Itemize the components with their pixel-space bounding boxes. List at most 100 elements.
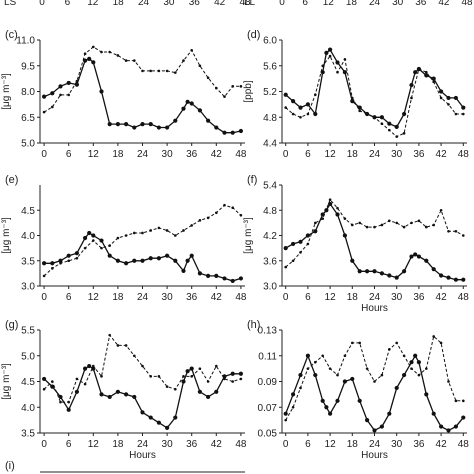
x-axis-label: Hours — [361, 450, 388, 461]
y-axis-label: [μg m⁻³] — [1, 217, 12, 254]
x-tick-label: 30 — [162, 439, 174, 450]
data-point — [409, 360, 414, 365]
top-hour-label: 30 — [392, 0, 404, 8]
data-point — [231, 380, 234, 383]
panel-label-i: (i) — [5, 460, 15, 472]
data-point — [306, 112, 310, 116]
data-point — [87, 230, 92, 236]
data-point — [165, 125, 170, 130]
data-point — [50, 384, 55, 389]
data-point — [124, 234, 128, 237]
data-point — [42, 274, 46, 278]
data-point — [148, 415, 153, 420]
data-point — [461, 415, 466, 420]
data-point — [132, 258, 137, 263]
data-point — [439, 424, 444, 429]
data-point — [42, 94, 47, 99]
x-tick-label: 42 — [436, 439, 448, 450]
data-point — [206, 380, 210, 383]
data-point — [357, 398, 362, 403]
data-point — [100, 50, 103, 54]
x-tick-label: 0 — [283, 292, 289, 303]
data-point — [413, 353, 418, 358]
data-point — [372, 269, 377, 274]
data-point — [298, 239, 303, 244]
data-point — [185, 258, 190, 263]
x-tick-label: 48 — [458, 439, 470, 450]
panel-d: 4.4 4.8 5.2 5.6 6.0 0 6 12 18 24 30 36 42 48 (d) [ppb] — [243, 29, 469, 160]
data-point — [417, 67, 421, 71]
data-point — [91, 60, 96, 65]
data-point — [75, 256, 79, 260]
data-point — [402, 111, 407, 117]
data-point — [107, 253, 112, 258]
data-point — [461, 277, 466, 282]
data-point — [133, 231, 136, 235]
x-tick-label: 12 — [325, 149, 337, 160]
x-tick-label: 24 — [369, 292, 381, 303]
x-tick-label: 6 — [66, 149, 72, 160]
y-tick-label: 3.0 — [263, 282, 277, 293]
data-point — [439, 341, 443, 345]
y-tick-label: 0.13 — [258, 326, 278, 337]
x-tick-label: 6 — [66, 292, 72, 303]
y-axis-label: [μg m⁻³] — [1, 73, 12, 110]
data-point — [328, 411, 333, 416]
data-point — [343, 58, 347, 61]
data-point — [283, 411, 288, 416]
data-point — [314, 93, 317, 97]
data-point — [50, 261, 55, 266]
data-point — [189, 101, 194, 106]
data-point — [388, 219, 391, 223]
data-point — [410, 221, 413, 225]
data-point — [402, 132, 406, 135]
top-hour-label: 30 — [163, 0, 175, 8]
data-point — [446, 275, 451, 280]
data-point — [328, 198, 332, 202]
data-point — [447, 103, 450, 106]
data-point — [416, 254, 421, 259]
data-point — [83, 366, 88, 371]
data-point — [223, 377, 226, 381]
data-point — [182, 229, 185, 232]
x-tick-label: 18 — [112, 439, 124, 450]
data-point — [417, 373, 421, 377]
data-point — [185, 99, 190, 104]
data-point — [402, 225, 406, 229]
data-point — [92, 239, 95, 242]
panel-label: (h) — [247, 319, 260, 331]
y-tick-label: 6.5 — [21, 113, 35, 124]
data-point — [190, 375, 193, 378]
data-point — [230, 278, 235, 284]
data-point — [320, 398, 325, 403]
data-point — [425, 225, 428, 229]
data-point — [230, 130, 235, 135]
data-point — [439, 273, 444, 278]
data-point — [432, 80, 436, 84]
x-tick-label: 36 — [413, 149, 425, 160]
data-point — [394, 124, 399, 130]
panel-label: (g) — [5, 319, 18, 331]
y-tick-label: 3.5 — [21, 429, 35, 440]
data-point — [431, 76, 436, 81]
data-point — [324, 50, 329, 55]
series-line — [43, 365, 241, 429]
data-point — [439, 96, 443, 100]
data-point — [462, 112, 465, 116]
data-point — [365, 418, 370, 423]
data-point — [50, 91, 55, 96]
series-solid — [283, 201, 466, 282]
data-point — [115, 258, 120, 263]
data-point — [58, 258, 63, 263]
panels: 5.0 6.5 8.0 9.5 11.0 0 6 12 18 24 30 36 42 48 (c) [μg m… — [1, 29, 469, 461]
data-point — [284, 106, 288, 109]
data-point — [206, 273, 211, 278]
top-hour-label: 18 — [113, 0, 125, 8]
data-point — [165, 385, 169, 388]
data-point — [230, 371, 235, 376]
data-point — [305, 353, 310, 358]
data-point — [454, 112, 458, 116]
data-point — [215, 86, 218, 90]
data-point — [157, 69, 161, 73]
x-tick-label: 0 — [283, 149, 289, 160]
